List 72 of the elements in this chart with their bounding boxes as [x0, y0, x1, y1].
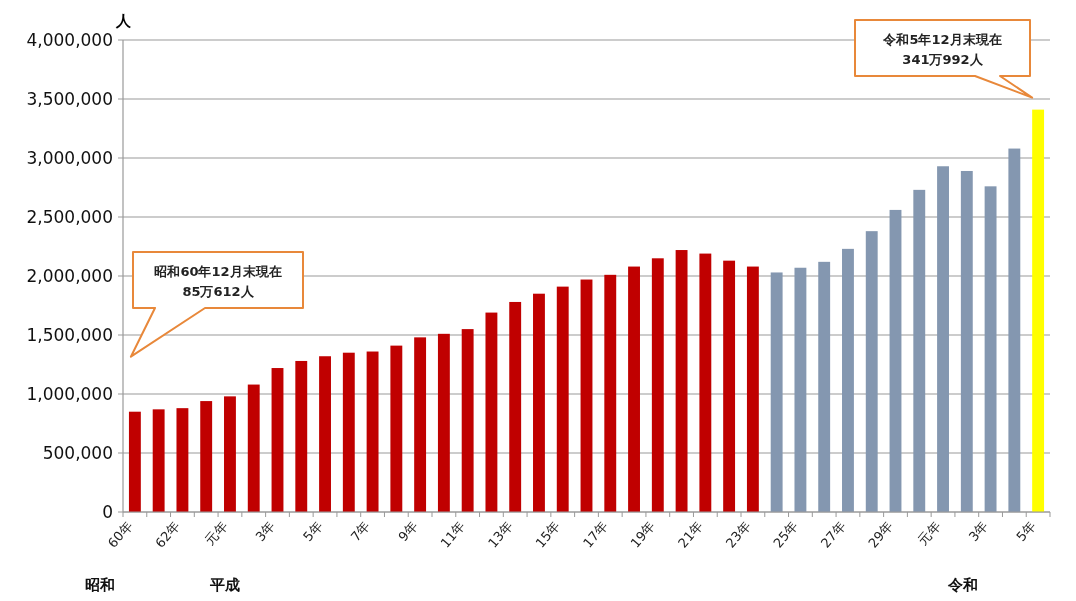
x-tick-label: 29年 — [865, 518, 896, 551]
bar — [746, 266, 759, 512]
x-tick-label: 3年 — [252, 518, 278, 545]
x-tick-label: 13年 — [485, 518, 516, 551]
y-tick-label: 1,000,000 — [26, 384, 113, 404]
y-tick-label: 1,500,000 — [26, 325, 113, 345]
bar — [176, 408, 189, 512]
bar — [818, 261, 831, 512]
bar — [913, 189, 926, 512]
bar — [556, 286, 569, 512]
y-tick-label: 500,000 — [42, 443, 113, 463]
x-tick-label: 27年 — [817, 518, 849, 551]
bar — [414, 337, 427, 512]
bar — [604, 274, 617, 512]
x-tick-label: 23年 — [722, 518, 754, 551]
bar — [770, 272, 783, 512]
bar — [675, 250, 688, 512]
x-tick-label: 元年 — [202, 518, 231, 548]
bar — [628, 266, 640, 512]
bar — [224, 396, 236, 512]
x-tick-label: 元年 — [915, 518, 944, 548]
x-tick-label: 19年 — [627, 518, 659, 551]
bar — [295, 360, 308, 512]
bar — [794, 267, 807, 512]
x-tick-label: 11年 — [437, 518, 468, 551]
y-tick-label: 3,500,000 — [26, 89, 113, 109]
bar — [366, 351, 379, 512]
x-tick-label: 62年 — [152, 518, 183, 551]
bar — [889, 209, 902, 512]
bar — [342, 352, 355, 512]
bar — [651, 258, 664, 512]
bar — [271, 368, 284, 512]
bar — [1032, 109, 1045, 512]
x-tick-label: 17年 — [580, 518, 611, 551]
bar — [509, 301, 522, 512]
bar — [319, 356, 331, 512]
bar — [580, 279, 593, 512]
bar — [699, 253, 712, 512]
x-tick-label: 15年 — [532, 518, 564, 551]
x-tick-label: 9年 — [395, 518, 421, 545]
x-tick-label: 21年 — [675, 518, 706, 551]
text: 昭和 — [85, 576, 115, 594]
y-tick-label: 2,000,000 — [26, 266, 113, 286]
y-axis-title: 人 — [114, 12, 132, 30]
bar — [247, 384, 260, 512]
x-tick-label: 25年 — [770, 518, 801, 551]
x-tick-label: 7年 — [347, 518, 373, 545]
bar — [865, 231, 878, 512]
bar — [533, 293, 545, 512]
bar — [485, 312, 498, 512]
bar — [390, 345, 403, 512]
bar — [152, 409, 165, 512]
text: 令和 — [947, 576, 978, 594]
x-tick-label: 5年 — [300, 518, 326, 545]
y-tick-label: 3,000,000 — [26, 148, 113, 168]
bar — [937, 166, 949, 512]
bar — [1008, 148, 1021, 512]
x-tick-label: 5年 — [1013, 518, 1039, 545]
bar — [723, 260, 736, 512]
bar — [128, 411, 141, 512]
text: 平成 — [209, 576, 240, 594]
bar — [984, 186, 997, 512]
bar — [960, 170, 973, 512]
y-tick-label: 4,000,000 — [26, 30, 113, 50]
annotation: 令和5年12月末現在 341万992人 — [882, 32, 1002, 67]
bar — [437, 333, 450, 512]
annotation: 昭和60年12月末現在 85万612人 — [154, 264, 282, 299]
bar — [200, 401, 213, 512]
bar — [842, 248, 854, 512]
x-tick-label: 3年 — [965, 518, 991, 545]
bar — [461, 329, 474, 512]
y-tick-label: 2,500,000 — [26, 207, 113, 227]
